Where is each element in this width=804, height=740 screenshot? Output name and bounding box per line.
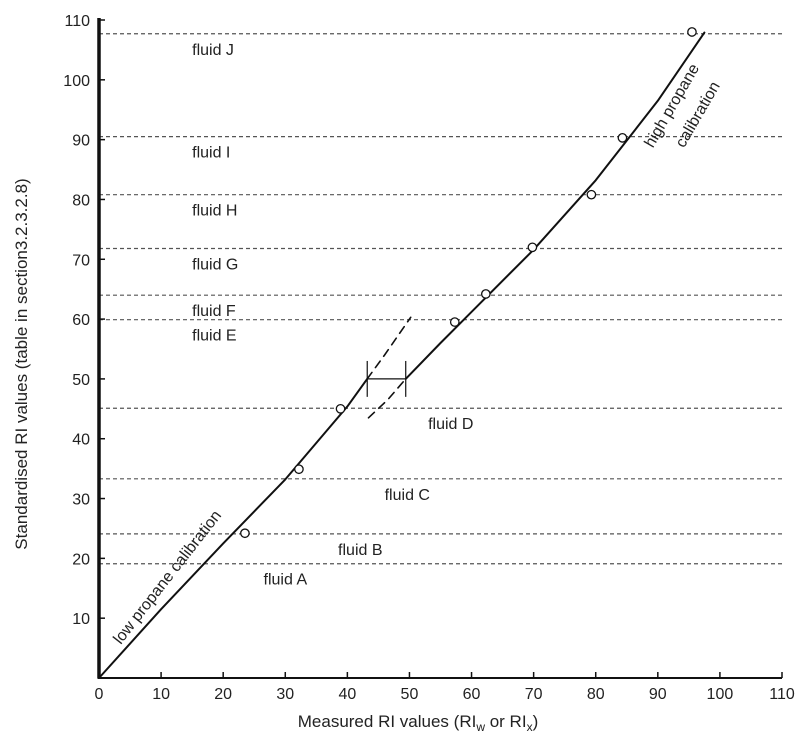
x-tick-label: 20: [214, 686, 232, 703]
calibration-curves: [98, 31, 706, 679]
data-points: [240, 27, 697, 539]
y-tick-label: 50: [72, 372, 90, 389]
x-tick-label: 80: [587, 686, 605, 703]
y-tick-label: 80: [72, 192, 90, 209]
reference-line-label: fluid C: [385, 487, 430, 504]
reference-line-label: fluid H: [192, 203, 237, 220]
data-point: [294, 464, 304, 475]
x-tick-label: 50: [401, 686, 419, 703]
calibration-extension-line: [367, 378, 407, 419]
calibration-line: [404, 31, 706, 380]
y-tick-label: 100: [63, 73, 90, 90]
data-point: [687, 27, 697, 37]
data-point: [335, 403, 346, 414]
data-point: [527, 242, 538, 253]
reference-line-label: fluid G: [192, 257, 238, 274]
x-axis-title-sub-x: x: [527, 720, 533, 734]
x-tick-label: 90: [649, 686, 667, 703]
axes: [97, 18, 783, 679]
x-tick-label: 100: [707, 686, 734, 703]
data-point: [449, 317, 460, 327]
reference-line-label: fluid B: [338, 542, 382, 559]
x-tick-label: 30: [276, 686, 294, 703]
y-axis-title: Standardised RI values (table in section…: [12, 178, 31, 549]
x-tick-label: 10: [152, 686, 170, 703]
x-axis-title: Measured RI values (RIw or RIx): [298, 712, 538, 734]
y-tick-label: 20: [72, 551, 90, 568]
x-axis-title-end: ): [533, 712, 539, 731]
x-tick-label: 40: [338, 686, 356, 703]
calibration-line: [98, 377, 369, 679]
y-tick-label: 10: [72, 611, 90, 628]
calibration-extension-line: [366, 316, 412, 380]
x-tick-label: 0: [95, 686, 104, 703]
data-point: [240, 528, 250, 539]
y-tick-label: 70: [72, 252, 90, 269]
data-point: [480, 289, 491, 299]
x-axis-title-mid: or RI: [485, 712, 527, 731]
x-tick-label: 110: [769, 686, 795, 703]
data-point: [586, 189, 597, 200]
curve-label: low propane calibration: [110, 507, 225, 647]
y-tick-label: 40: [72, 432, 90, 449]
y-tick-label: 110: [64, 13, 90, 30]
reference-line-label: fluid F: [192, 303, 236, 320]
x-tick-label: 70: [525, 686, 543, 703]
reference-lines: [99, 33, 782, 565]
y-tick-label: 60: [72, 312, 90, 329]
x-axis-title-sub-w: w: [475, 720, 485, 734]
reference-line-label: fluid E: [192, 328, 236, 345]
y-tick-label: 90: [72, 133, 90, 150]
tick-labels: 0 10 20 30 40 50 60 70 80 90 100 110 10 20 30 40 50 60 70 8…: [63, 13, 795, 703]
reference-line-label: fluid J: [192, 42, 234, 59]
range-marker: [366, 360, 407, 397]
reference-line-label: fluid D: [428, 416, 473, 433]
data-point: [617, 132, 628, 143]
reference-line-label: fluid I: [192, 145, 230, 162]
reference-line-label: fluid A: [264, 572, 308, 589]
x-tick-label: 60: [463, 686, 481, 703]
y-tick-label: 30: [72, 492, 90, 509]
